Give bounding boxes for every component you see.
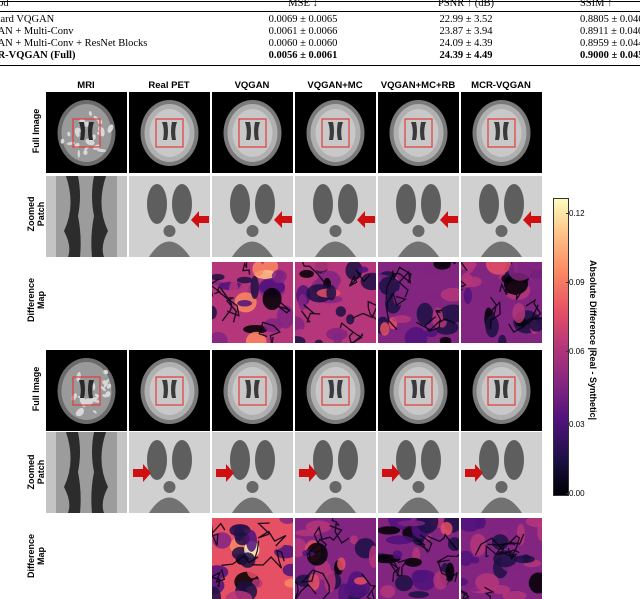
panel-full-mri-2 [46, 350, 127, 431]
panel-full-real-pet-2 [129, 350, 210, 431]
column-header-vqgan-mc: VQGAN+MC [307, 80, 363, 91]
panel-zoom-vqgan-mc-2 [295, 432, 376, 513]
panel-diff-vqgan-2 [212, 518, 293, 599]
panel-full-mri-1 [46, 92, 127, 173]
table-cell-mse: 0.0060 ± 0.0060 [268, 38, 338, 49]
column-header-mri: MRI [77, 80, 95, 91]
panel-diff-mcr-vqgan-1 [461, 262, 542, 343]
table-bottom-rule [0, 65, 640, 66]
panel-full-vqgan-mc-rb-1 [378, 92, 459, 173]
table-mid-rule [0, 11, 640, 12]
header-method: thod [0, 0, 9, 9]
panel-zoom-real-pet-1 [129, 176, 210, 257]
table-cell-method: GAN + Multi-Conv + ResNet Blocks [0, 38, 148, 49]
table-cell-ssim: 0.8911 ± 0.0460 [580, 26, 640, 37]
panel-full-vqgan-1 [212, 92, 293, 173]
panel-full-vqgan-2 [212, 350, 293, 431]
colorbar-title: Absolute Difference |Real - Synthetic| [588, 259, 598, 421]
panel-zoom-real-pet-2 [129, 432, 210, 513]
row-label-full-image-1: Full Image [31, 108, 41, 154]
header-ssim: SSIM ↑ [580, 0, 613, 9]
table-cell-ssim: 0.8805 ± 0.0465 [580, 14, 640, 25]
panel-diff-vqgan-1 [212, 262, 293, 343]
table-cell-psnr: 24.39 ± 4.49 [439, 50, 493, 61]
row-label-difference-map-1: Difference Map [26, 278, 46, 323]
panel-full-vqgan-mc-rb-2 [378, 350, 459, 431]
table-cell-ssim: 0.9000 ± 0.0453 [580, 50, 640, 61]
panel-zoom-vqgan-mc-1 [295, 176, 376, 257]
colorbar-tick-0.00: 0.00 [566, 489, 585, 498]
header-psnr: PSNR ↑ (dB) [437, 0, 494, 9]
panel-full-mcr-vqgan-2 [461, 350, 542, 431]
table-cell-psnr: 22.99 ± 3.52 [439, 14, 493, 25]
column-header-real-pet: Real PET [148, 80, 190, 91]
table-cell-psnr: 23.87 ± 3.94 [439, 26, 493, 37]
colorbar-tick-0.06: 0.06 [566, 347, 585, 356]
column-header-vqgan-mc-rb: VQGAN+MC+RB [380, 80, 456, 91]
colorbar-tick-0.03: 0.03 [566, 420, 585, 429]
panel-diff-vqgan-mc-rb-2 [378, 518, 459, 599]
panel-zoom-mcr-vqgan-1 [461, 176, 542, 257]
column-header-vqgan: VQGAN [234, 80, 270, 91]
panel-zoom-mri-2 [46, 432, 127, 513]
panel-full-vqgan-mc-1 [295, 92, 376, 173]
table-cell-ssim: 0.8959 ± 0.0444 [580, 38, 640, 49]
row-label-full-image-2: Full Image [31, 366, 41, 412]
table-top-rule [0, 1, 640, 2]
table-cell-mse: 0.0069 ± 0.0065 [268, 14, 338, 25]
table-cell-psnr: 24.09 ± 4.39 [439, 38, 493, 49]
panel-zoom-mcr-vqgan-2 [461, 432, 542, 513]
table-cell-mse: 0.0056 ± 0.0061 [268, 50, 338, 61]
row-label-difference-map-2: Difference Map [26, 534, 46, 579]
results-table: thod MSE ↓ PSNR ↑ (dB) SSIM ↑ ndard VQGA… [0, 0, 640, 70]
panel-diff-vqgan-mc-rb-1 [378, 262, 459, 343]
panel-zoom-vqgan-2 [212, 432, 293, 513]
panel-full-real-pet-1 [129, 92, 210, 173]
colorbar [553, 198, 569, 496]
panel-full-vqgan-mc-2 [295, 350, 376, 431]
panel-diff-vqgan-mc-2 [295, 518, 376, 599]
panel-zoom-vqgan-1 [212, 176, 293, 257]
table-cell-mse: 0.0061 ± 0.0066 [268, 26, 338, 37]
colorbar-tick-0.09: 0.09 [566, 278, 585, 287]
column-header-mcr-vqgan: MCR-VQGAN [471, 80, 531, 91]
panel-zoom-mri-1 [46, 176, 127, 257]
panel-diff-mcr-vqgan-2 [461, 518, 542, 599]
panel-diff-vqgan-mc-1 [295, 262, 376, 343]
header-mse: MSE ↓ [288, 0, 318, 9]
table-cell-method: CR-VQGAN (Full) [0, 50, 76, 61]
panel-zoom-vqgan-mc-rb-2 [378, 432, 459, 513]
table-cell-method: ndard VQGAN [0, 14, 55, 25]
panel-full-mcr-vqgan-1 [461, 92, 542, 173]
row-label-zoomed-patch-2: Zoomed Patch [26, 454, 46, 490]
panel-zoom-vqgan-mc-rb-1 [378, 176, 459, 257]
table-cell-method: GAN + Multi-Conv [0, 26, 74, 37]
colorbar-tick-0.12: 0.12 [566, 209, 585, 218]
row-label-zoomed-patch-1: Zoomed Patch [26, 196, 46, 232]
